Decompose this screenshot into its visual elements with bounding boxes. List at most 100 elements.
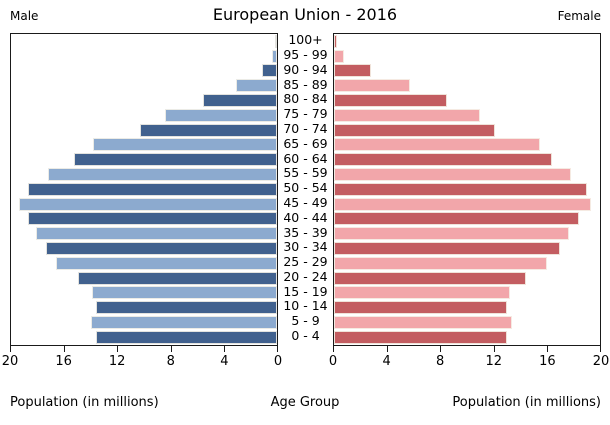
age-group-label: 65 - 69: [283, 135, 328, 151]
pyramid-row: 0 - 4: [278, 329, 333, 344]
pyramid-row: 15 - 19: [278, 285, 333, 300]
pyramid-row: [11, 152, 277, 167]
male-bar: [140, 123, 277, 137]
pyramid-row: [11, 64, 277, 79]
female-x-axis: 0 4 8 12 16 20: [329, 346, 609, 372]
male-bar: [96, 330, 277, 344]
age-group-label: 70 - 74: [283, 120, 328, 136]
pyramid-row: [334, 241, 600, 256]
pyramid-row: [11, 226, 277, 241]
pyramid-row: [11, 34, 277, 49]
male-bar: [93, 138, 277, 152]
axis-tick-label: 12: [108, 354, 126, 369]
pyramid-row: 95 - 99: [278, 48, 333, 63]
age-group-label: 5 - 9: [291, 313, 320, 329]
pyramid-row: [11, 197, 277, 212]
female-bar: [334, 153, 553, 167]
female-bar: [334, 212, 579, 226]
pyramid-row: [11, 256, 277, 271]
pyramid-row: 20 - 24: [278, 270, 333, 285]
pyramid-row: [334, 197, 600, 212]
age-group-label: 40 - 44: [283, 209, 328, 225]
age-group-label: 45 - 49: [283, 194, 328, 210]
pyramid-row: [11, 108, 277, 123]
pyramid-row: 55 - 59: [278, 166, 333, 181]
axis-tick: [63, 346, 65, 352]
pyramid-row: [334, 152, 600, 167]
male-axis-caption: Population (in millions): [10, 395, 159, 410]
male-side-label: Male: [10, 9, 39, 23]
pyramid-row: 70 - 74: [278, 122, 333, 137]
age-group-label: 10 - 14: [283, 298, 328, 314]
pyramid-row: 45 - 49: [278, 196, 333, 211]
pyramid-row: [334, 123, 600, 138]
pyramid-row: [334, 108, 600, 123]
age-group-caption: Age Group: [270, 395, 340, 410]
pyramid-row: [334, 226, 600, 241]
pyramid-row: 85 - 89: [278, 77, 333, 92]
male-bar: [92, 286, 277, 300]
axis-tick: [224, 346, 226, 352]
pyramid-row: [11, 49, 277, 64]
female-bar: [334, 256, 547, 270]
pyramid-row: [334, 286, 600, 301]
age-group-label: 30 - 34: [283, 239, 328, 255]
axis-tick: [386, 346, 388, 352]
axis-tick-label: 8: [166, 354, 175, 369]
pyramid-row: [11, 138, 277, 153]
female-bar: [334, 49, 344, 63]
pyramid-row: 40 - 44: [278, 211, 333, 226]
female-side-label: Female: [557, 9, 601, 23]
pyramid-row: [334, 64, 600, 79]
male-bar: [275, 34, 277, 48]
pyramid-row: [334, 138, 600, 153]
pyramid-row: 50 - 54: [278, 181, 333, 196]
axis-tick: [440, 346, 442, 352]
axis-tick: [10, 346, 11, 352]
female-bar: [334, 138, 541, 152]
axis-tick: [170, 346, 172, 352]
axis-tick-label: 20: [592, 354, 610, 369]
axis-tick: [117, 346, 119, 352]
axis-tick-label: 8: [436, 354, 445, 369]
female-bar: [334, 316, 513, 330]
chart-title: European Union - 2016: [212, 5, 398, 24]
male-bar: [165, 108, 277, 122]
female-bar: [334, 286, 510, 300]
pyramid-row: [334, 271, 600, 286]
male-plot-area: [10, 33, 278, 346]
female-bar: [334, 182, 587, 196]
male-bar: [18, 197, 277, 211]
male-bar: [28, 182, 277, 196]
age-group-label: 20 - 24: [283, 268, 328, 284]
pyramid-row: 75 - 79: [278, 107, 333, 122]
male-bar: [90, 316, 277, 330]
male-bar: [235, 79, 277, 93]
male-bar: [96, 301, 277, 315]
pyramid-row: [11, 123, 277, 138]
age-group-label: 35 - 39: [283, 224, 328, 240]
axis-tick-label: 0: [273, 354, 283, 369]
female-axis-caption: Population (in millions): [452, 395, 601, 410]
pyramid-row: [334, 78, 600, 93]
pyramid-row: [334, 167, 600, 182]
age-group-label: 0 - 4: [291, 328, 320, 344]
female-bar: [334, 34, 337, 48]
pyramid-row: 30 - 34: [278, 240, 333, 255]
age-group-label: 50 - 54: [283, 180, 328, 196]
axis-tick-label: 16: [539, 354, 556, 369]
pyramid-row: [11, 78, 277, 93]
axis-tick: [277, 346, 278, 352]
pyramid-row: [334, 49, 600, 64]
axis-tick-label: 4: [220, 354, 229, 369]
pyramid-row: [11, 93, 277, 108]
male-bar: [48, 168, 277, 182]
age-group-label: 95 - 99: [283, 46, 328, 62]
male-bar: [262, 64, 277, 78]
male-bar: [45, 242, 277, 256]
female-bar: [334, 108, 481, 122]
pyramid-row: 25 - 29: [278, 255, 333, 270]
pyramid-row: [334, 182, 600, 197]
axis-tick-label: 16: [55, 354, 72, 369]
